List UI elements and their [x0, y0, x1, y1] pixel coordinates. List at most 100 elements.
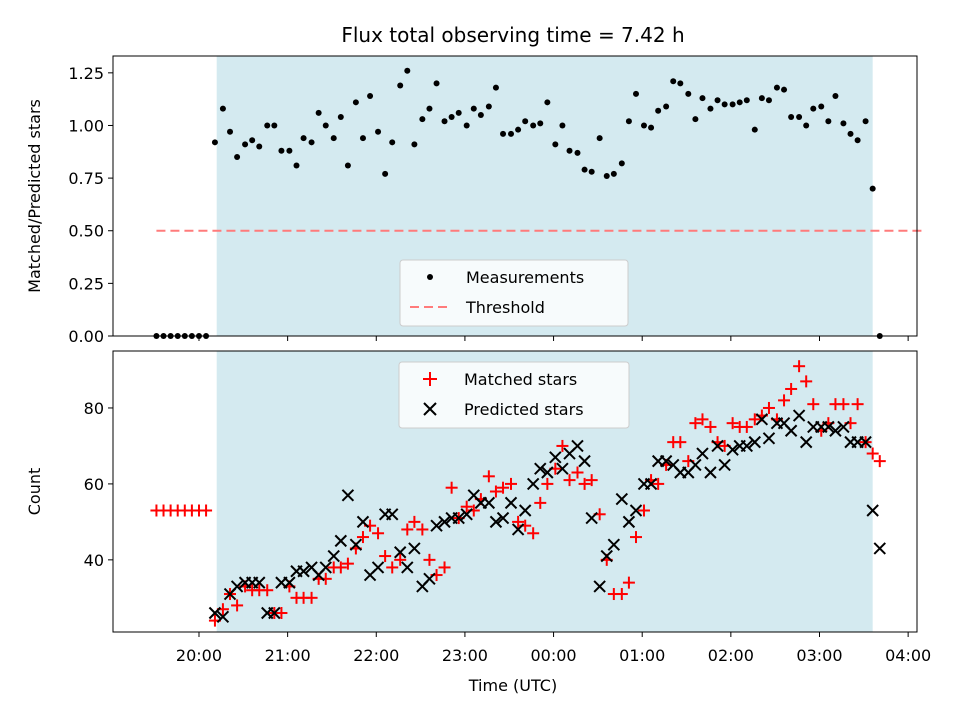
measurement-point [433, 80, 440, 87]
measurement-point [699, 95, 706, 102]
count-legend: Matched stars Predicted stars [398, 361, 630, 429]
measurement-point [692, 116, 699, 123]
matched-star-point [556, 439, 569, 452]
predicted-star-point [593, 580, 606, 593]
predicted-star-point [556, 462, 569, 475]
matched-star-point [394, 553, 407, 566]
measurement-point [869, 185, 876, 192]
predicted-star-point [629, 504, 643, 517]
x-tick-label: 20:00 [176, 646, 222, 665]
measurement-point [544, 99, 551, 106]
measurement-point [537, 120, 544, 127]
predicted-star-point [607, 538, 621, 551]
measurement-point [455, 109, 462, 116]
measurement-point [227, 128, 234, 135]
predicted-star-point [319, 561, 332, 574]
y-tick-label: 1.25 [68, 64, 104, 83]
y-tick-label: 0.25 [68, 274, 104, 293]
matched-star-point [541, 477, 554, 490]
matched-star-point [372, 527, 385, 540]
matched-star-point [334, 561, 347, 574]
matched-star-point [497, 481, 510, 494]
x-tick-label: 21:00 [265, 646, 311, 665]
predicted-star-point [327, 549, 340, 563]
count-panel: 40 60 80 20:00 21:00 22:00 23:00 00:00 01:00 02:… [25, 350, 931, 665]
predicted-star-point [622, 515, 636, 529]
x-tick-label: 04:00 [885, 646, 931, 665]
measurement-point [677, 80, 684, 87]
count-y-ticks: 40 60 80 [84, 399, 113, 570]
measurement-point [862, 118, 869, 125]
y-tick-label: 0.75 [68, 169, 104, 188]
measurement-point [714, 97, 721, 104]
matched-star-point [837, 398, 850, 411]
predicted-star-point [585, 511, 598, 525]
matched-star-point [696, 413, 709, 426]
matched-star-point [785, 382, 798, 395]
measurement-points [153, 67, 883, 339]
measurement-point [640, 122, 647, 129]
predicted-star-point [762, 432, 776, 445]
matched-star-point [726, 417, 739, 430]
matched-star-point [408, 515, 421, 528]
ratio-plot-frame [112, 55, 918, 337]
matched-star-point [341, 557, 354, 570]
matched-star-point [652, 477, 665, 490]
predicted-star-point [644, 477, 658, 491]
predicted-star-point [829, 424, 842, 437]
matched-star-point [512, 515, 525, 528]
measurement-point [625, 118, 632, 125]
predicted-star-point [341, 489, 355, 502]
measurement-point [574, 149, 581, 156]
matched-star-point [585, 474, 598, 487]
predicted-star-point [297, 565, 310, 578]
count-x-ticks: 20:00 21:00 22:00 23:00 00:00 01:00 02:00 03:00… [176, 632, 931, 665]
predicted-star-point [740, 439, 754, 453]
predicted-star-point [504, 496, 518, 510]
measurement-point [234, 154, 241, 161]
x-tick-label: 22:00 [353, 646, 399, 665]
measurement-point [249, 137, 256, 144]
matched-star-point [578, 477, 591, 490]
predicted-star-point [571, 439, 584, 453]
measurement-point [610, 170, 617, 177]
ratio-legend: Measurements Threshold [399, 259, 629, 327]
matched-star-point [674, 436, 687, 449]
ratio-panel: 0.00 0.25 0.50 0.75 1.00 1.25 Matched/Predict… [25, 55, 925, 346]
predicted-star-point [216, 610, 230, 624]
measurement-point [566, 147, 573, 154]
chart-title: Flux total observing time = 7.42 h [341, 23, 684, 47]
y-tick-label: 0.00 [68, 327, 104, 346]
predicted-star-point [541, 466, 554, 479]
measurement-point [707, 105, 714, 112]
x-tick-label: 03:00 [796, 646, 842, 665]
matched-star-point [637, 504, 650, 517]
measurement-point [477, 111, 484, 118]
measurement-point [256, 143, 263, 150]
matched-star-point [807, 398, 820, 411]
legend-measurements-label: Measurements [466, 268, 584, 287]
measurement-point [315, 109, 322, 116]
measurement-point [530, 122, 537, 129]
measurement-point [470, 105, 477, 112]
measurement-point [219, 105, 226, 112]
predicted-star-point [748, 435, 761, 449]
measurement-point [854, 137, 861, 144]
legend-predicted-marker [423, 402, 437, 416]
measurement-point [352, 99, 359, 106]
predicted-star-point [792, 409, 806, 422]
matched-star-point [800, 375, 813, 388]
predicted-star-point [578, 454, 591, 468]
matched-star-point [438, 561, 451, 574]
measurement-point [632, 90, 639, 97]
matched-star-point [505, 477, 518, 490]
matched-star-point [563, 474, 576, 487]
x-tick-label: 01:00 [619, 646, 665, 665]
predicted-star-point [482, 496, 496, 510]
measurement-point [293, 162, 300, 169]
measurement-point [322, 122, 329, 129]
predicted-star-point [496, 511, 510, 525]
x-tick-label: 23:00 [442, 646, 488, 665]
measurement-point [463, 122, 470, 129]
predicted-star-point [659, 454, 673, 468]
